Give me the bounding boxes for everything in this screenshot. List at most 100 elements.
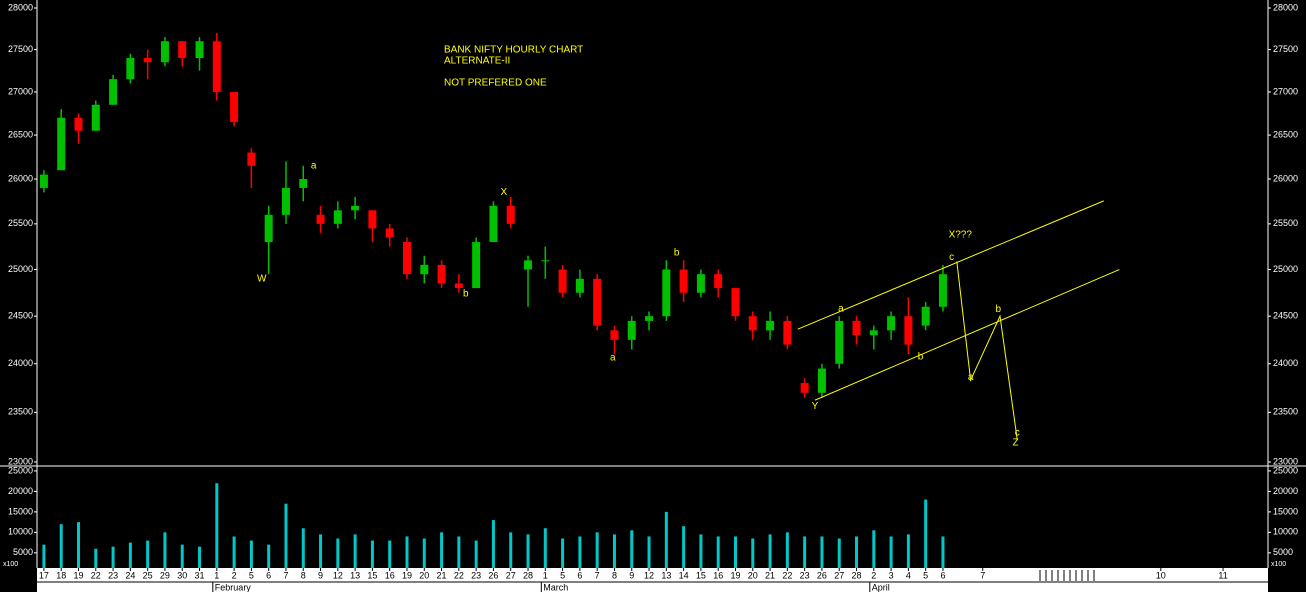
price-body [593,278,602,326]
chart-note: NOT PREFERED ONE [444,78,547,89]
wave-label: c [1015,428,1020,439]
price-body [351,205,360,211]
price-body [281,187,290,215]
volume-bar [336,538,340,568]
volume-tick-label: 15000 [8,506,33,516]
x-tick-label: 30 [177,570,187,580]
volume-tick-label: 5000 [13,547,33,557]
price-body [921,306,930,326]
x-tick-label: 26 [488,570,498,580]
y-tick-label: 25500 [8,218,33,228]
volume-bar [232,536,236,568]
wave-label: c [949,252,954,263]
x-tick-label: 2 [871,570,876,580]
price-body [489,205,498,243]
wave-label: Y [812,401,819,412]
price-body [610,330,619,340]
volume-bar [906,534,910,568]
y-tick-label: 25500 [1273,218,1298,228]
wave-label: W [257,273,267,284]
x-tick-label: 1 [214,570,219,580]
price-body [437,264,446,284]
x-tick-label: 12 [333,570,343,580]
volume-bar [612,534,616,568]
volume-bar [716,536,720,568]
volume-tick-label: 20000 [1273,486,1298,496]
x-tick-label: 23 [471,570,481,580]
x-tick-label: 21 [437,570,447,580]
volume-bar [301,528,305,568]
wave-label: a [838,303,844,314]
price-body [160,41,169,63]
volume-bar [405,536,409,568]
x-tick-label: 26 [817,570,827,580]
volume-bar [111,546,115,568]
volume-bar [59,524,63,568]
price-body [817,368,826,393]
volume-bar [163,532,167,568]
x-tick-label: 3 [889,570,894,580]
x-tick-label: 2 [232,570,237,580]
price-body [731,288,740,317]
price-body [264,214,273,243]
price-body [783,320,792,345]
x-tick-label: 29 [160,570,170,580]
volume-bar [682,526,686,568]
volume-bar [785,532,789,568]
x-tick-label: 22 [454,570,464,580]
price-body [869,330,878,336]
y-tick-label: 23500 [8,407,33,417]
volume-tick-label: 25000 [8,465,33,475]
x-tick-label: 19 [730,570,740,580]
volume-bar [855,536,859,568]
y-tick-label: 26500 [8,129,33,139]
price-body [748,316,757,331]
x-tick-label: 22 [782,570,792,580]
x-tick-label: 7 [595,570,600,580]
month-label: March [543,582,568,592]
price-body [904,316,913,345]
volume-bar [924,499,928,568]
x-tick-label: 27 [834,570,844,580]
price-body [835,320,844,364]
price-body [39,174,48,188]
volume-bar [889,536,893,568]
month-label: April [872,582,890,592]
y-tick-label: 26000 [8,173,33,183]
x-tick-label: 23 [108,570,118,580]
price-body [91,104,100,131]
x-tick-label: 19 [402,570,412,580]
x-tick-label: 10 [1156,570,1166,580]
y-tick-label: 24500 [8,311,33,321]
x-tick-label: 4 [906,570,911,580]
price-body [662,269,671,317]
volume-bar [647,536,651,568]
y-tick-label: 27000 [8,86,33,96]
price-body [766,320,775,331]
volume-bar [215,483,219,568]
volume-tick-label: 10000 [8,527,33,537]
volume-bar [440,532,444,568]
wave-label: a [311,160,317,171]
price-body [575,278,584,293]
y-tick-label: 27000 [1273,86,1298,96]
y-tick-label: 24000 [8,358,33,368]
x-tick-label: 23 [800,570,810,580]
volume-unit: x100 [1271,561,1286,568]
y-tick-label: 24000 [1273,358,1298,368]
price-body [645,316,654,321]
chart-title: BANK NIFTY HOURLY CHART [444,45,583,56]
x-tick-label: 22 [91,570,101,580]
price-body [800,383,809,393]
x-tick-label: 6 [266,570,271,580]
x-axis-strip [37,568,1268,592]
volume-bar [733,536,737,568]
x-tick-label: 11 [1218,570,1227,580]
volume-bar [76,522,80,568]
x-tick-label: 20 [419,570,429,580]
x-tick-label: 15 [367,570,377,580]
volume-bar [872,530,876,568]
volume-bar [664,511,668,568]
x-tick-label: 8 [301,570,306,580]
